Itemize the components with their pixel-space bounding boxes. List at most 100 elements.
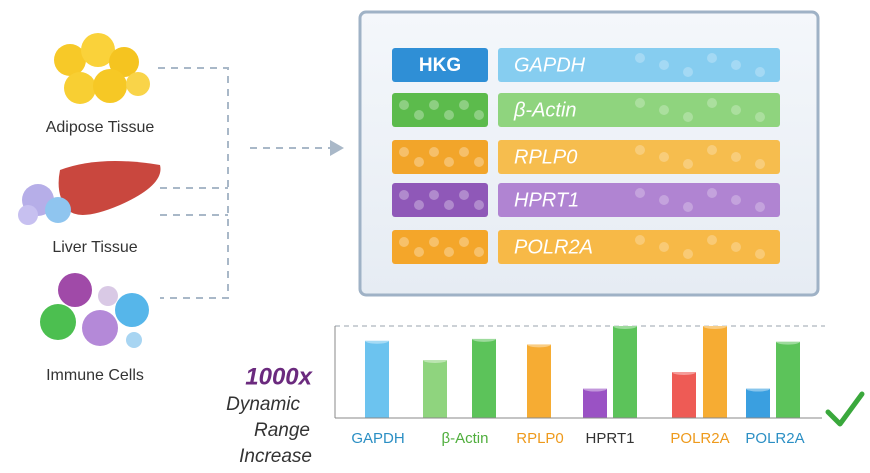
bar-cap [583, 385, 607, 392]
dot [683, 159, 693, 169]
dot [444, 157, 454, 167]
dot [444, 110, 454, 120]
dot [659, 195, 669, 205]
bar [583, 388, 607, 418]
connectors [158, 67, 330, 299]
dot [731, 242, 741, 252]
category-label: β-Actin [442, 430, 489, 447]
tissue-label: Immune Cells [46, 367, 144, 384]
dot [635, 188, 645, 198]
gene-bar [498, 48, 780, 82]
dot [414, 200, 424, 210]
dot [474, 200, 484, 210]
dot [683, 67, 693, 77]
checkmark [825, 391, 865, 427]
dot [659, 242, 669, 252]
category-label: HPRT1 [586, 430, 635, 447]
adipose-icon [54, 33, 150, 104]
dot [474, 247, 484, 257]
liver-icon [18, 161, 161, 225]
caption: Increase [239, 446, 312, 467]
dot [707, 145, 717, 155]
bar [703, 326, 727, 418]
tag-label: HKG [419, 55, 461, 76]
dot [414, 157, 424, 167]
dot [399, 190, 409, 200]
gene-label: RPLP0 [514, 146, 577, 168]
bar-cap [672, 369, 696, 375]
bar [365, 340, 389, 418]
dot [755, 112, 765, 122]
dot [429, 100, 439, 110]
bar-cap [423, 357, 447, 364]
bar-cap [703, 323, 727, 329]
dot [731, 195, 741, 205]
dot [755, 67, 765, 77]
dot [635, 98, 645, 108]
dot [707, 235, 717, 245]
dot [414, 110, 424, 120]
bar-cap [613, 323, 637, 329]
dot [635, 145, 645, 155]
bar [423, 360, 447, 418]
bar-cap [776, 338, 800, 345]
dot [755, 249, 765, 259]
caption: Range [254, 420, 310, 441]
dot [707, 98, 717, 108]
dot [659, 152, 669, 162]
tag-box [392, 183, 488, 217]
dot [731, 60, 741, 70]
tag-box [392, 140, 488, 174]
dot [474, 157, 484, 167]
gene-label: HPRT1 [514, 189, 579, 211]
arrow-head [330, 140, 344, 156]
bar [672, 372, 696, 418]
dot [755, 159, 765, 169]
bar [776, 341, 800, 418]
dot [429, 190, 439, 200]
dot [659, 105, 669, 115]
dot [707, 53, 717, 63]
gene-label: GAPDH [514, 54, 586, 76]
gene-bar [498, 183, 780, 217]
gene-bar [498, 140, 780, 174]
dot [474, 110, 484, 120]
bar [746, 388, 770, 418]
dot [399, 100, 409, 110]
dot [399, 237, 409, 247]
dot [707, 188, 717, 198]
category-label: POLR2A [745, 430, 804, 447]
headline: 1000x [245, 363, 313, 390]
dot [683, 202, 693, 212]
dot [459, 237, 469, 247]
gene-label: POLR2A [514, 236, 593, 258]
immune-icon [40, 273, 149, 348]
dot [444, 247, 454, 257]
category-label: RPLP0 [516, 430, 564, 447]
dot [429, 147, 439, 157]
category-label: POLR2A [670, 430, 729, 447]
bar-cap [746, 385, 770, 392]
gene-label: β-Actin [513, 99, 577, 121]
dot [683, 249, 693, 259]
bar-cap [472, 335, 496, 342]
bar [527, 344, 551, 418]
dot [459, 100, 469, 110]
tag-box [392, 230, 488, 264]
dot [731, 105, 741, 115]
category-label: GAPDH [351, 430, 404, 447]
tissue-label: Liver Tissue [52, 239, 137, 256]
caption: Dynamic [226, 394, 300, 415]
dot [635, 53, 645, 63]
gene-bar [498, 230, 780, 264]
dot [444, 200, 454, 210]
dot [459, 190, 469, 200]
dot [399, 147, 409, 157]
tissue-label: Adipose Tissue [46, 119, 155, 136]
dot [683, 112, 693, 122]
tag-box [392, 93, 488, 127]
bar-cap [527, 341, 551, 348]
bar-cap [365, 337, 389, 344]
bar [472, 338, 496, 418]
bar [613, 326, 637, 418]
